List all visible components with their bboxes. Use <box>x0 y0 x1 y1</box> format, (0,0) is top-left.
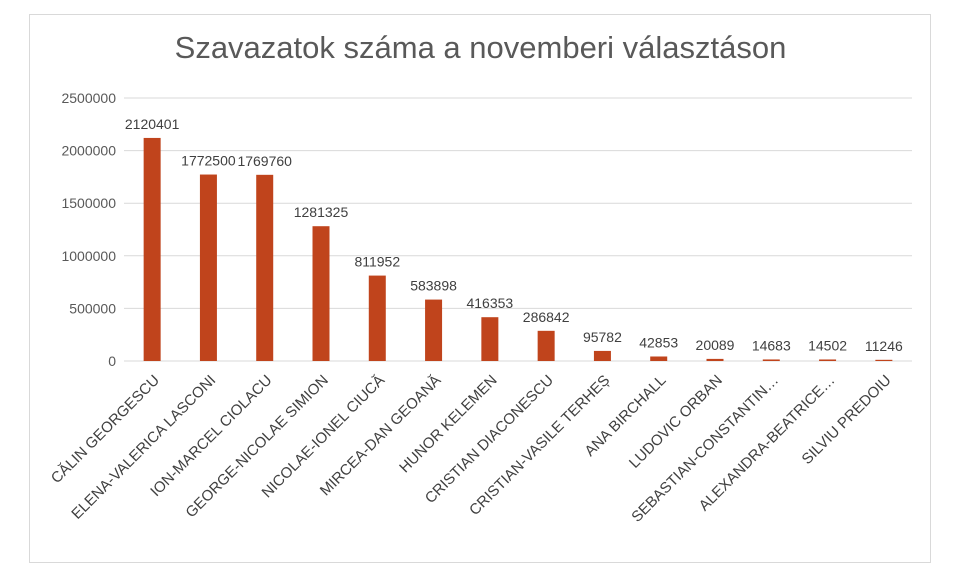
data-label: 2120401 <box>125 116 180 132</box>
y-axis-tick-labels: 0 500000 1000000 1500000 2000000 2500000 <box>61 90 116 369</box>
y-tick-label: 500000 <box>69 300 116 316</box>
y-tick-label: 2500000 <box>61 90 116 106</box>
y-tick-label: 1500000 <box>61 195 116 211</box>
gridlines <box>124 97 912 362</box>
data-label: 1281325 <box>294 204 349 220</box>
x-category-label: LUDOVIC ORBAN <box>626 372 726 472</box>
bar <box>256 174 274 361</box>
bar <box>481 317 499 361</box>
data-label: 42853 <box>639 334 678 350</box>
bars <box>143 137 893 361</box>
data-label: 20089 <box>696 337 735 353</box>
data-label: 11246 <box>865 338 903 354</box>
bar <box>875 359 893 361</box>
data-labels: 2120401 1772500 1769760 1281325 811952 583898… <box>125 116 903 354</box>
data-label: 1769760 <box>237 153 292 169</box>
y-tick-label: 0 <box>108 353 116 369</box>
bar <box>650 356 668 361</box>
bar <box>537 330 555 361</box>
bar <box>368 275 386 361</box>
bar <box>143 137 161 361</box>
data-label: 286842 <box>523 309 570 325</box>
data-label: 811952 <box>354 254 400 270</box>
bar <box>593 350 611 361</box>
bar <box>706 358 724 361</box>
chart-frame <box>29 14 931 563</box>
data-label: 95782 <box>583 329 622 345</box>
data-label: 1772500 <box>181 153 236 169</box>
y-tick-label: 2000000 <box>61 143 116 159</box>
chart-title: Szavazatok száma a novemberi választáson <box>174 30 787 65</box>
y-tick-label: 1000000 <box>61 248 116 264</box>
bar <box>199 174 217 361</box>
bar <box>819 359 837 361</box>
data-label: 14502 <box>808 337 847 353</box>
data-label: 14683 <box>752 337 791 353</box>
bar <box>425 299 443 361</box>
data-label: 416353 <box>466 295 513 311</box>
bar <box>762 359 780 361</box>
data-label: 583898 <box>410 278 457 294</box>
bar <box>312 226 330 361</box>
x-category-label: HUNOR KELEMEN <box>396 372 501 477</box>
x-category-label: CĂLIN GEORGESCU <box>48 372 163 487</box>
